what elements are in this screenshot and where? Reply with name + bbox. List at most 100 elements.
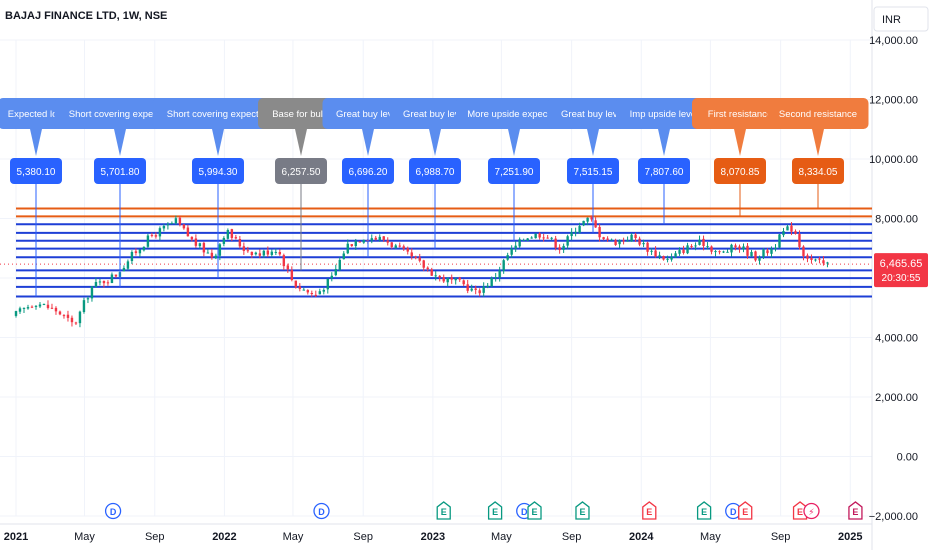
candle-up [198,243,202,247]
candle-up [498,270,501,278]
earnings_down-marker[interactable]: E [792,501,808,520]
dividend-marker[interactable]: D [313,502,330,520]
candle-up [26,307,30,309]
candle-down [194,238,198,246]
candle-down [106,282,110,284]
candle-up [362,239,365,243]
earnings_down-marker[interactable]: E [738,501,753,520]
callout-pointer [429,129,441,156]
candle-down [358,241,361,243]
candle-down [754,251,757,261]
callout-value-text: 5,380.10 [17,167,56,178]
callouts: Expected low 5,380.10 Short covering expec… [0,98,869,184]
candle-down [474,288,477,290]
earnings-icon [575,501,590,520]
price-badge: 6,465.65 20:30:55 [874,253,928,288]
candle-up [706,246,709,248]
callout-note-box [456,98,572,129]
callout-pointer [587,129,599,156]
callout-value-box [10,158,62,184]
earnings-marker[interactable]: E [696,501,712,520]
candle-down [638,238,641,245]
candle-up [454,278,457,281]
candle-up [262,250,266,256]
candle-up [318,291,321,295]
event-letter: D [110,507,117,517]
x-tick-label: May [74,531,95,543]
candle-down [46,304,50,308]
callout-note-box [547,98,639,129]
candle-up [678,250,681,254]
candle-up [686,245,689,254]
earnings-marker[interactable]: E [436,501,451,520]
candle-up [550,237,553,239]
earnings-marker[interactable]: E [527,501,542,520]
candle-up [610,239,613,241]
current-price-badge: 6,465.65 20:30:55 [874,253,928,288]
candle-down [418,257,421,261]
candle-down [238,239,242,247]
candle-up [726,251,729,253]
x-tick-label: Sep [353,531,373,543]
candle-up [570,232,573,237]
candle-up [630,234,633,242]
callout[interactable]: Imp upside level 7,807.60 [616,98,712,184]
candle-down [70,317,74,323]
callout[interactable]: First resistance 8,070.85 [692,98,788,184]
candle-up [514,245,517,249]
callout-note-text: Expected low [8,109,65,120]
callout[interactable]: Second resistance 8,334.05 [767,98,869,184]
callout-value-text: 5,701.80 [101,167,140,178]
candle-down [682,249,685,253]
candle-up [530,237,533,239]
dividend-marker[interactable]: D [104,502,122,520]
candle-up [370,238,373,241]
callout[interactable]: Great buy level 7,515.15 [547,98,639,184]
candle-up [218,244,222,256]
candle-up [666,258,669,260]
future_earnings-marker[interactable]: E [848,501,863,520]
candle-down [58,311,62,315]
candle-down [266,250,270,255]
earnings-marker[interactable]: E [575,501,590,520]
candle-down [442,277,445,282]
candle-down [790,225,793,232]
candle-down [30,306,34,308]
dividend-icon [104,502,122,520]
callout[interactable]: Expected low 5,380.10 [0,98,74,184]
earnings-marker[interactable]: E [487,501,503,520]
candle-down [438,275,441,278]
candle-down [734,245,737,248]
callout[interactable]: More upside expected 7,251.90 [456,98,572,184]
candle-down [622,240,625,242]
y-tick-label: 12,000.00 [869,95,918,107]
candle-down [798,234,801,247]
candle-down [710,246,713,252]
callout-value-box [714,158,766,184]
dividend-marker[interactable]: D [725,502,742,520]
candle-down [426,267,429,270]
split-marker[interactable]: ⚡ [803,502,820,520]
event-letter: D [730,507,737,517]
callout-value-text: 6,696.20 [349,167,388,178]
earnings-icon [527,501,542,520]
x-tick-label: Sep [771,531,791,543]
event-letter: ⚡ [808,507,814,517]
candle-up [698,239,701,245]
callout-note-text: Second resistance [779,109,857,120]
candle-up [146,235,150,247]
currency-button[interactable]: INR [873,6,929,32]
candle-down [738,246,741,249]
candle-up [778,234,781,248]
candle-up [762,249,765,257]
earnings_down-marker[interactable]: E [642,501,657,520]
candle-up [346,243,349,254]
candle-series [14,215,829,328]
candle-down [62,315,66,317]
callout[interactable]: Short covering expected 5,994.30 [152,98,284,184]
candle-up [742,246,745,250]
callout-note-text: Great buy level [336,109,400,120]
callout-note-box [152,98,284,129]
